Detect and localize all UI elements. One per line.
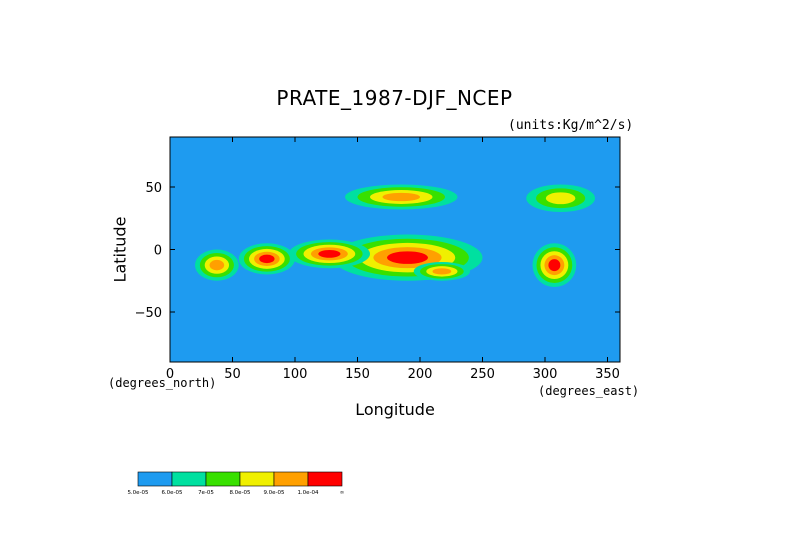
colorbar-label: 6.0e-05 [161,490,183,496]
x-tick-label: 150 [345,367,370,382]
precip-region-1-level-5 [318,249,341,258]
colorbar-swatch [205,471,241,487]
y-tick-label: 0 [154,244,162,259]
colorbar-swatch [137,471,173,487]
precip-region-5-level-3 [545,192,576,205]
precip-region-0-level-5 [387,251,428,264]
axes: 0 50 100 150 200 250 300 350 50 0 −50 [135,136,621,382]
colorbar-label: 9.0e-05 [263,490,285,496]
map-plot-area [170,137,620,362]
x-tick-label: 50 [224,367,241,382]
y-tick-label: −50 [135,306,162,321]
x-tick-label: 100 [283,367,308,382]
x-tick-label: 200 [408,367,433,382]
colorbar: 5.0e-05 6.0e-05 7e-05 8.0e-05 9.0e-05 1.0e-04… [127,471,345,496]
y-axis-label: Latitude [110,216,130,283]
y-tick-label: 50 [145,181,162,196]
colorbar-swatch [273,471,309,487]
x-tick-label: 300 [533,367,558,382]
colorbar-swatch [239,471,275,487]
x-tick-label: 350 [595,367,620,382]
chart-title: PRATE_1987-DJF_NCEP [276,86,513,110]
colorbar-label: 8.0e-05 [229,490,251,496]
x-axis-label: Longitude [355,400,435,419]
precip-region-3-level-4 [209,259,225,271]
colorbar-label: 7e-05 [198,490,214,496]
colorbar-swatch [171,471,207,487]
colorbar-label: 5.0e-05 [127,490,149,496]
x-unit-label-left: (degrees_north) [108,376,217,390]
precip-region-6-level-5 [548,259,561,272]
x-unit-label-right: (degrees_east) [538,384,640,398]
units-label: (units:Kg/m^2/s) [508,118,634,133]
colorbar-label: 1.0e-04 [297,490,319,496]
x-tick-label: 250 [470,367,495,382]
colorbar-swatch [307,471,343,487]
colorbar-label: ∞ [340,490,345,496]
precip-region-2-level-5 [259,254,275,264]
x-tick-label: 0 [166,367,174,382]
precip-region-4-level-4 [382,192,420,202]
precip-region-7-level-4 [432,268,452,275]
